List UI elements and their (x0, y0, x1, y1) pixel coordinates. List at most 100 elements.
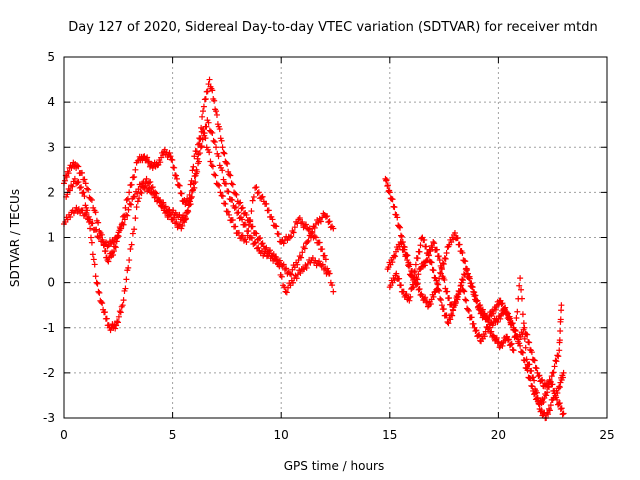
data-point-sample (427, 301, 434, 308)
data-point-sample (383, 176, 390, 183)
data-point-sample (249, 197, 256, 204)
data-point (143, 175, 150, 182)
data-point-sample (520, 320, 527, 327)
data-point-sample (248, 208, 255, 215)
data-point-sample (225, 188, 232, 195)
data-point-sample (166, 149, 173, 156)
data-point-sample (524, 331, 531, 338)
x-tick-label: 25 (599, 428, 614, 442)
data-point-sample (533, 389, 540, 396)
data-point-sample (326, 218, 333, 225)
data-point-sample (389, 259, 396, 266)
data-point-sample (103, 315, 110, 322)
data-point (556, 383, 563, 390)
data-point-sample (435, 286, 442, 293)
data-point-sample (188, 177, 195, 184)
data-point (451, 302, 458, 309)
data-point-sample (229, 196, 236, 203)
data-point-sample (325, 219, 332, 226)
data-point (243, 239, 250, 246)
data-point-sample (117, 309, 124, 316)
data-point-sample (557, 327, 564, 334)
data-point-sample (112, 325, 119, 332)
data-point-sample (559, 374, 566, 381)
data-point-sample (447, 316, 454, 323)
data-point-sample (190, 163, 197, 170)
data-point-sample (384, 182, 391, 189)
data-point-sample (303, 264, 310, 271)
data-point (208, 162, 215, 169)
data-point-sample (96, 289, 103, 296)
y-tick-label: 4 (47, 95, 55, 109)
data-point-sample (211, 97, 218, 104)
data-point-sample (115, 229, 122, 236)
data-point-sample (102, 247, 109, 254)
data-point-sample (417, 242, 424, 249)
data-point-sample (208, 128, 215, 135)
grid (64, 57, 607, 418)
data-point-sample (406, 263, 413, 270)
data-point-sample (500, 310, 507, 317)
data-point-sample (437, 295, 444, 302)
data-point-sample (229, 216, 236, 223)
data-point-sample (301, 245, 308, 252)
data-point-sample (497, 315, 504, 322)
data-point-sample (148, 184, 155, 191)
data-point (469, 284, 476, 291)
data-point-sample (442, 285, 449, 292)
data-point-sample (224, 160, 231, 167)
data-point (523, 356, 530, 363)
data-point-sample (187, 195, 194, 202)
data-point (217, 189, 224, 196)
data-point-sample (149, 184, 156, 191)
data-point-sample (255, 235, 262, 242)
data-point-sample (209, 87, 216, 94)
data-point-sample (63, 173, 70, 180)
data-point-sample (112, 244, 119, 251)
data-point-sample (549, 381, 556, 388)
data-point-sample (544, 383, 551, 390)
data-point-sample (550, 369, 557, 376)
data-point-sample (75, 178, 82, 185)
data-point-sample (227, 172, 234, 179)
data-point-sample (257, 235, 264, 242)
data-point-sample (195, 158, 202, 165)
data-point-sample (91, 261, 98, 268)
data-point-sample (114, 318, 121, 325)
data-point (282, 288, 289, 295)
data-point-sample (444, 288, 451, 295)
data-point (451, 229, 458, 236)
data-point (173, 175, 180, 182)
data-point-sample (128, 201, 135, 208)
data-point-sample (187, 181, 194, 188)
data-point-sample (540, 399, 547, 406)
data-point-sample (518, 286, 525, 293)
data-point-sample (492, 306, 499, 313)
data-point-sample (234, 210, 241, 217)
data-point-sample (490, 332, 497, 339)
data-point-sample (78, 184, 85, 191)
data-point-sample (533, 365, 540, 372)
data-point-sample (472, 328, 479, 335)
data-point-sample (92, 209, 99, 216)
data-point (71, 175, 78, 182)
data-point-sample (127, 245, 134, 252)
data-point-sample (70, 210, 77, 217)
data-point-sample (181, 219, 188, 226)
data-point-sample (440, 305, 447, 312)
data-point-sample (551, 363, 558, 370)
data-point-sample (95, 288, 102, 295)
data-point-sample (89, 220, 96, 227)
data-point-sample (120, 297, 127, 304)
data-point-sample (125, 264, 132, 271)
data-point-sample (221, 150, 228, 157)
data-point-sample (215, 153, 222, 160)
data-point (436, 257, 443, 264)
data-point-sample (298, 254, 305, 261)
data-point-sample (494, 319, 501, 326)
data-point-sample (547, 402, 554, 409)
data-point-sample (283, 289, 290, 296)
data-point-sample (110, 239, 117, 246)
data-point-sample (466, 273, 473, 280)
